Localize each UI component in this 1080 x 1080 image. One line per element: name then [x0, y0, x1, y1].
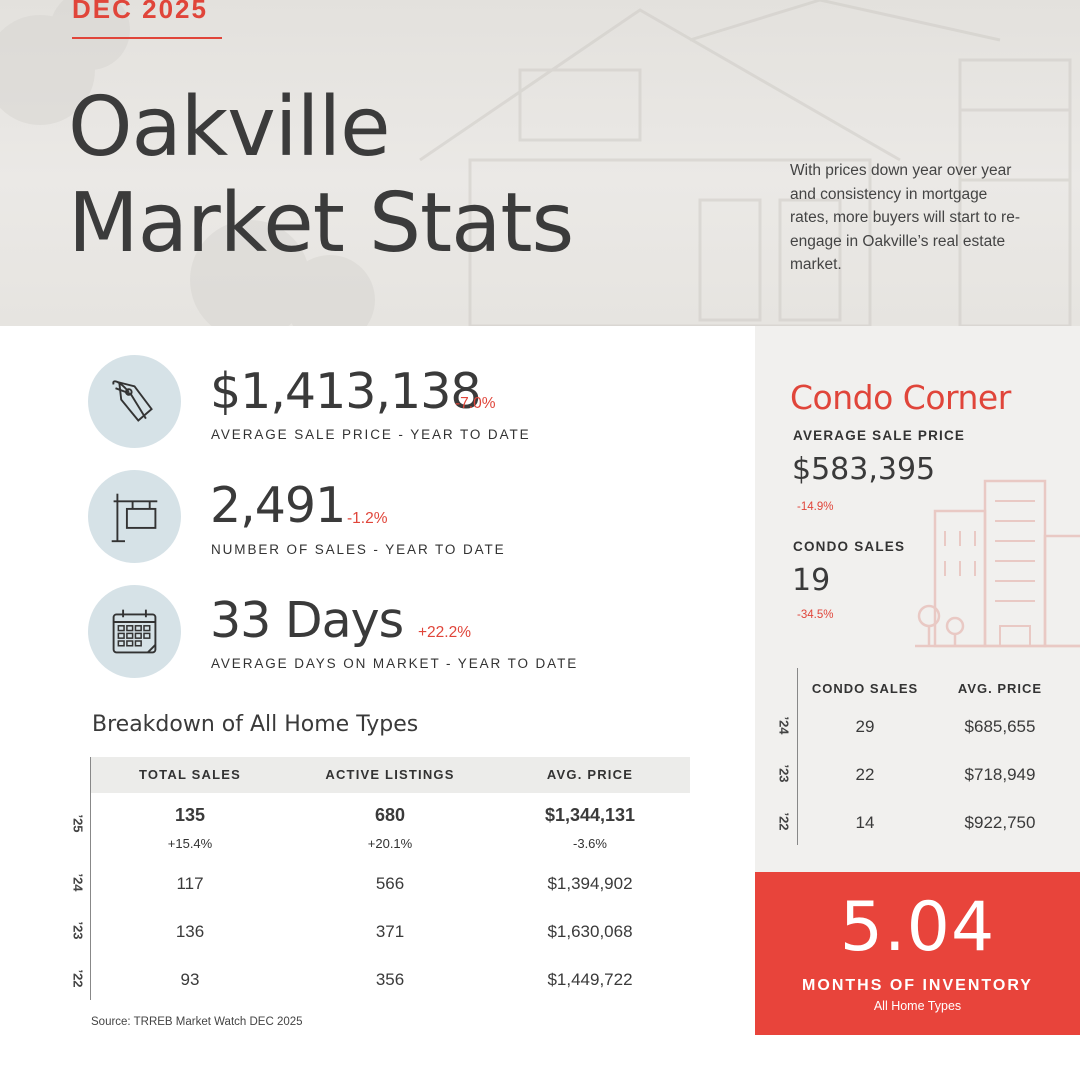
avg-sale-price-change: -7.0% — [455, 395, 496, 412]
condo-column-header-sales: CONDO SALES — [811, 681, 919, 696]
avg-sale-price-label: AVERAGE SALE PRICE - YEAR TO DATE — [211, 427, 531, 442]
table-cell: 371 — [375, 922, 405, 941]
table-cell: 136 — [175, 922, 205, 941]
row-year-label: ’24 — [70, 873, 86, 892]
months-of-inventory-box: 5.04 MONTHS OF INVENTORY All Home Types — [755, 872, 1080, 1035]
table-cell-change: -3.6% — [573, 836, 607, 851]
condo-avg-price-change: -14.9% — [797, 501, 834, 513]
table-cell: $1,630,068 — [547, 922, 633, 941]
row-year-label: ’25 — [70, 814, 86, 833]
header-banner: DEC 2025 Oakville Market Stats With pric… — [0, 0, 1080, 326]
report-month: DEC 2025 — [72, 0, 208, 24]
calendar-icon — [112, 609, 157, 654]
inventory-label: MONTHS OF INVENTORY — [802, 977, 1033, 994]
condo-avg-price-value: $583,395 — [792, 452, 936, 487]
buildings-illustration — [915, 479, 1080, 648]
condo-column-header-price: AVG. PRICE — [957, 681, 1043, 696]
table-cell: $1,344,131 — [544, 805, 636, 825]
condo-corner-title: Condo Corner — [790, 378, 1011, 417]
condo-corner-panel: Condo Corner AVERAGE SALE PRICE $583,395… — [755, 326, 1080, 872]
row-year-label: ’23 — [70, 921, 86, 940]
table-cell: $1,394,902 — [547, 874, 633, 893]
month-underline — [72, 37, 222, 39]
title-line-2: Market Stats — [68, 176, 574, 271]
column-header-total-sales: TOTAL SALES — [138, 767, 242, 782]
avg-sale-price-value: $1,413,138 — [210, 363, 482, 420]
breakdown-header-bar — [91, 757, 690, 793]
condo-table-cell: $922,750 — [964, 813, 1036, 832]
inventory-sublabel: All Home Types — [873, 999, 962, 1013]
condo-table-cell: 14 — [855, 813, 875, 832]
breakdown-title: Breakdown of All Home Types — [92, 712, 419, 737]
condo-avg-price-label: AVERAGE SALE PRICE — [793, 428, 966, 443]
number-of-sales-change: -1.2% — [347, 510, 388, 527]
column-header-active-listings: ACTIVE LISTINGS — [325, 767, 455, 782]
condo-sales-value: 19 — [792, 563, 831, 598]
condo-sales-change: -34.5% — [797, 609, 834, 621]
source-note: Source: TRREB Market Watch DEC 2025 — [91, 1016, 303, 1028]
condo-table-cell: 29 — [855, 717, 875, 736]
title-line-1: Oakville — [68, 80, 391, 175]
condo-table-cell: $718,949 — [964, 765, 1036, 784]
inventory-value: 5.04 — [839, 888, 996, 967]
days-on-market-label: AVERAGE DAYS ON MARKET - YEAR TO DATE — [211, 656, 579, 671]
condo-sales-label: CONDO SALES — [793, 539, 906, 554]
stat-icon-circle — [88, 585, 181, 678]
page-title: Oakville Market Stats — [68, 80, 574, 272]
intro-text: With prices down year over year and cons… — [790, 162, 1020, 273]
stat-icon-circle — [88, 355, 181, 448]
price-tag-icon — [112, 380, 153, 422]
condo-table-divider — [797, 668, 798, 845]
column-header-avg-price: AVG. PRICE — [546, 767, 634, 782]
table-cell: 566 — [375, 874, 405, 893]
table-cell: $1,449,722 — [547, 970, 633, 989]
house-background-image — [0, 0, 1072, 326]
table-cell-change: +20.1% — [367, 836, 413, 851]
stat-icon-circle — [88, 470, 181, 563]
condo-table-cell: 22 — [855, 765, 875, 784]
table-cell: 117 — [176, 874, 204, 893]
table-cell: 135 — [174, 805, 206, 825]
condo-row-year-label: ’22 — [776, 812, 792, 831]
number-of-sales-label: NUMBER OF SALES - YEAR TO DATE — [211, 542, 506, 557]
table-cell: 93 — [180, 970, 200, 989]
table-cell-change: +15.4% — [167, 836, 213, 851]
condo-table-cell: $685,655 — [964, 717, 1036, 736]
table-cell: 680 — [374, 805, 406, 825]
days-on-market-value: 33 Days — [210, 592, 404, 649]
breakdown-divider — [90, 757, 91, 1000]
condo-row-year-label: ’24 — [776, 716, 792, 735]
row-year-label: ’22 — [70, 969, 86, 988]
days-on-market-change: +22.2% — [418, 624, 472, 641]
number-of-sales-value: 2,491 — [210, 477, 346, 534]
table-cell: 356 — [375, 970, 405, 989]
condo-row-year-label: ’23 — [776, 764, 792, 783]
sale-sign-icon — [111, 493, 158, 543]
